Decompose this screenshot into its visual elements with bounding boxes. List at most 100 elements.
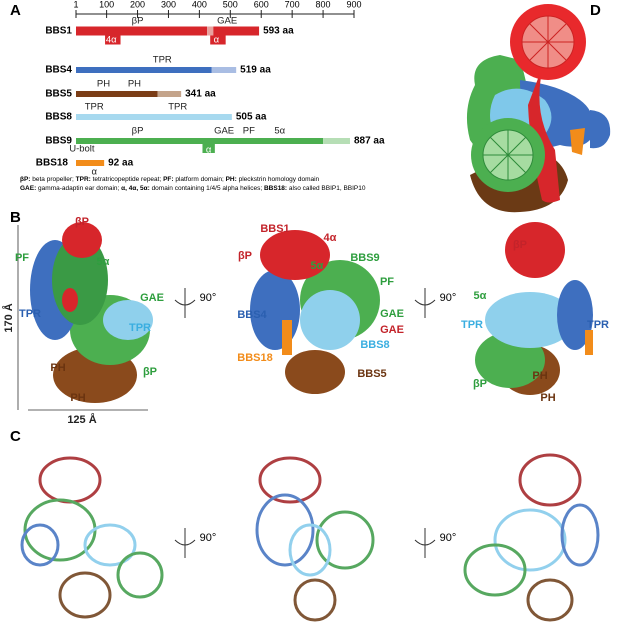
structure-label: BBS5 bbox=[357, 368, 386, 380]
protein-name: BBS4 bbox=[45, 65, 72, 76]
protein-name: BBS18 bbox=[36, 158, 69, 169]
tick-label: 1 bbox=[73, 0, 78, 9]
domain-segment bbox=[157, 91, 182, 97]
structure-label: TPR bbox=[129, 322, 151, 334]
structure-label: βP bbox=[238, 250, 252, 262]
domain-label: α bbox=[91, 167, 97, 178]
panel-label: C bbox=[10, 428, 21, 445]
tick-label: 900 bbox=[346, 0, 361, 9]
structure-label: GAE bbox=[380, 324, 404, 336]
tick-label: 200 bbox=[130, 0, 145, 9]
length-label: 341 aa bbox=[185, 89, 216, 100]
legend-key: BBS18: bbox=[264, 185, 287, 192]
protein-name: BBS5 bbox=[45, 89, 72, 100]
rotation-arrows bbox=[174, 288, 436, 558]
domain-label: α bbox=[214, 35, 220, 46]
structure-label: PF bbox=[15, 252, 29, 264]
tick-label: 100 bbox=[99, 0, 114, 9]
legend-line: GAE: gamma-adaptin ear domain; α, 4α, 5α… bbox=[20, 185, 366, 192]
legend-text: tetratricopeptide repeat; bbox=[91, 176, 163, 183]
structure-label: TPR bbox=[19, 308, 41, 320]
structure-label: BBS9 bbox=[350, 252, 379, 264]
structure-label: BBS1 bbox=[260, 223, 289, 235]
legend-text: beta propeller; bbox=[30, 176, 75, 183]
structure-label: GAE bbox=[140, 292, 164, 304]
legend-text: pleckstrin homology domain bbox=[237, 176, 320, 183]
legend-text: domain containing 1/4/5 alpha helices; bbox=[150, 185, 264, 192]
domain-label: TPR bbox=[153, 55, 172, 66]
domain-label: U-bolt bbox=[69, 144, 95, 155]
domain-label: PF bbox=[243, 126, 255, 137]
domain-segment bbox=[76, 26, 208, 36]
domain-segment bbox=[207, 26, 214, 36]
domain-label: PH bbox=[128, 79, 141, 90]
legend-line: βP: beta propeller; TPR: tetratricopepti… bbox=[20, 176, 320, 183]
domain-segment bbox=[323, 138, 350, 144]
structure-label: TPR bbox=[587, 319, 609, 331]
domain-segment bbox=[76, 160, 105, 166]
structure-label: 125 Å bbox=[67, 413, 96, 426]
domain-segment bbox=[76, 91, 158, 97]
domain-segment bbox=[213, 26, 260, 36]
length-label: 92 aa bbox=[108, 158, 133, 169]
protein-name: BBS1 bbox=[45, 26, 72, 37]
structure-label: 5α bbox=[474, 290, 487, 302]
domain-label: βP bbox=[132, 126, 144, 137]
structure-label: 5α bbox=[97, 256, 110, 268]
domain-label: 5α bbox=[274, 126, 285, 137]
structure-label: PH bbox=[50, 362, 65, 374]
domain-label: GAE bbox=[214, 126, 234, 137]
rotation-label: 90° bbox=[440, 292, 457, 304]
domain-segment bbox=[105, 35, 121, 45]
length-label: 519 aa bbox=[240, 65, 271, 76]
structure-label: PH bbox=[540, 392, 555, 404]
tick-label: 800 bbox=[316, 0, 331, 9]
density-maps bbox=[30, 222, 593, 403]
structure-label: PF bbox=[380, 276, 394, 288]
structure-label: BBS8 bbox=[360, 339, 389, 351]
protein-name: BBS9 bbox=[45, 136, 72, 147]
legend-key: PF: bbox=[163, 176, 173, 183]
structure-label: βP bbox=[513, 239, 527, 251]
length-label: 887 aa bbox=[354, 136, 385, 147]
domain-label: α bbox=[206, 145, 212, 156]
legend-text: platform domain; bbox=[174, 176, 226, 183]
structure-label: BBS18 bbox=[237, 352, 272, 364]
structure-label: 170 Å bbox=[2, 303, 15, 332]
tick-label: 700 bbox=[285, 0, 300, 9]
structure-label: PH bbox=[70, 392, 85, 404]
length-label: 505 aa bbox=[236, 112, 267, 123]
domain-label: TPR bbox=[85, 102, 104, 113]
structure-label: GAE bbox=[380, 308, 404, 320]
structure-label: TPR bbox=[461, 319, 483, 331]
domain-label: βP bbox=[132, 16, 144, 27]
domain-segment bbox=[211, 67, 237, 73]
panel-label: B bbox=[10, 209, 21, 226]
legend-key: TPR: bbox=[76, 176, 91, 183]
dimension-arrows bbox=[17, 225, 148, 411]
tick-label: 300 bbox=[161, 0, 176, 9]
domain-segment bbox=[210, 35, 226, 45]
legend-key: PH: bbox=[226, 176, 237, 183]
legend-key: α, 4α, 5α: bbox=[121, 185, 150, 192]
domain-label: PH bbox=[97, 79, 110, 90]
tick-label: 500 bbox=[223, 0, 238, 9]
domain-segment bbox=[76, 138, 324, 144]
structure-label: BBS4 bbox=[237, 309, 267, 321]
panel-label: A bbox=[10, 2, 21, 19]
structure-label: 4α bbox=[324, 232, 337, 244]
structure-label: PH bbox=[532, 370, 547, 382]
cartoon-model bbox=[466, 4, 611, 213]
tick-label: 600 bbox=[254, 0, 269, 9]
tick-label: 400 bbox=[192, 0, 207, 9]
domain-segment bbox=[76, 114, 232, 120]
legend-text: gamma-adaptin ear domain; bbox=[36, 185, 121, 192]
protein-name: BBS8 bbox=[45, 112, 72, 123]
structure-label: βP bbox=[75, 216, 89, 228]
legend-key: GAE: bbox=[20, 185, 36, 192]
domain-label: TPR bbox=[168, 102, 187, 113]
structure-label: 5α bbox=[311, 260, 324, 272]
legend-key: βP: bbox=[20, 176, 30, 183]
rotation-label: 90° bbox=[200, 292, 217, 304]
domain-label: GAE bbox=[217, 16, 237, 27]
